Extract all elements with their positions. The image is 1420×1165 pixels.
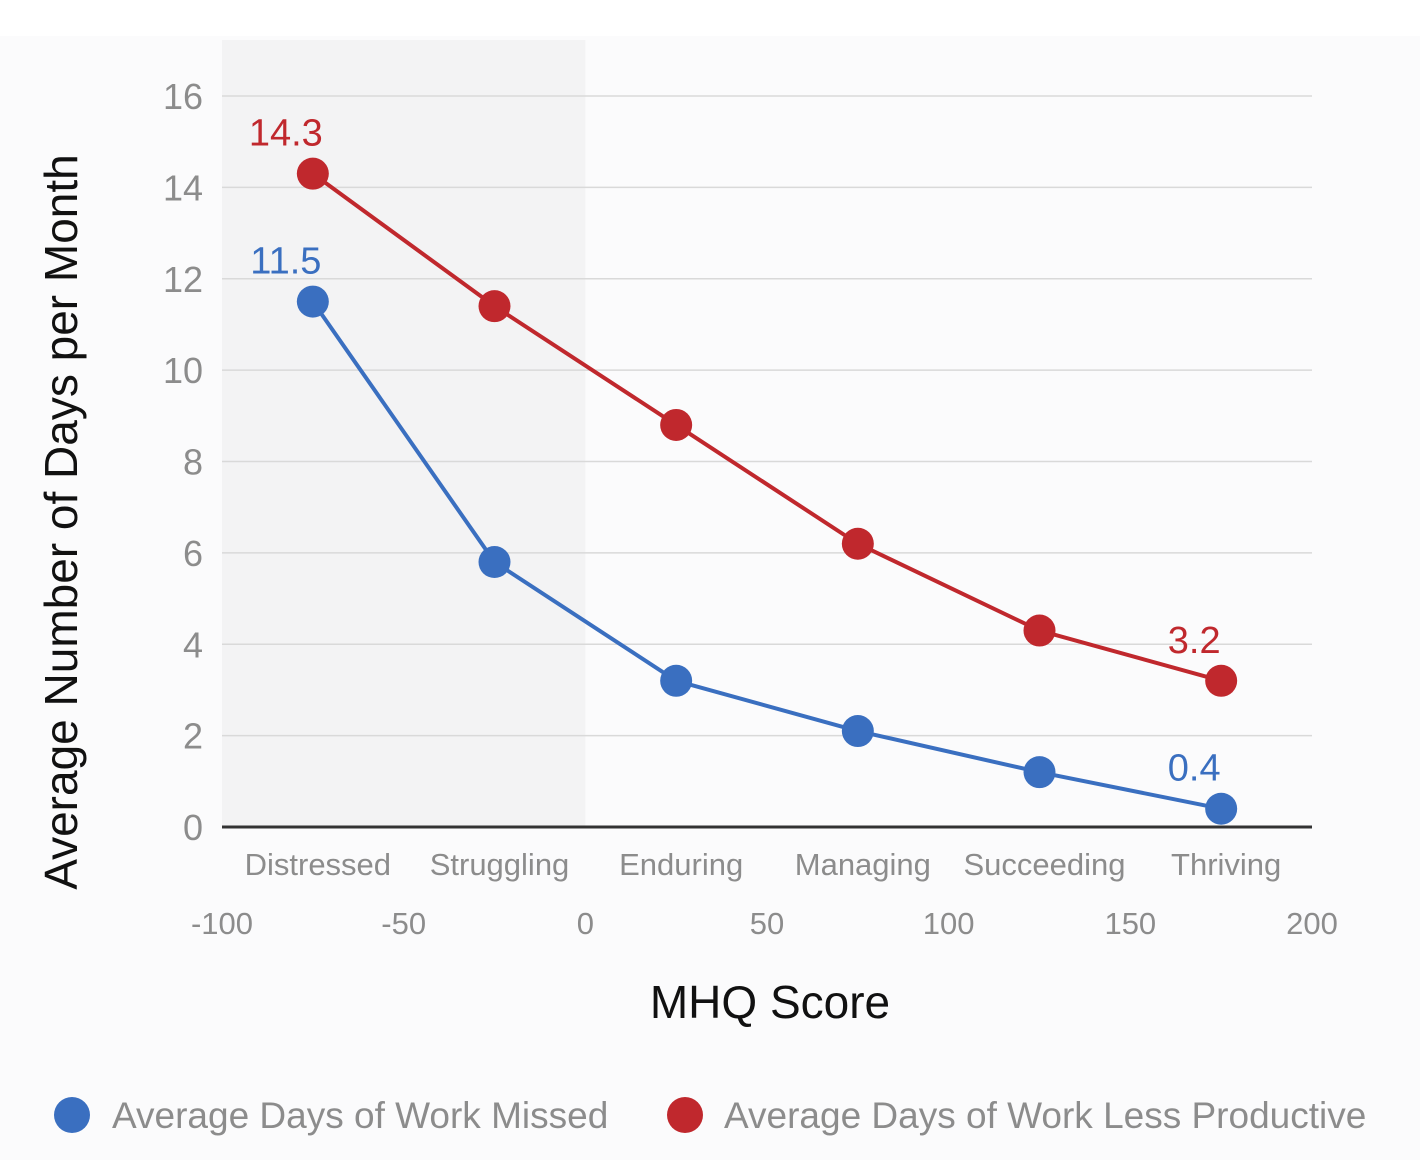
data-point[interactable] [478,290,511,323]
data-point[interactable] [296,285,329,318]
data-label: 14.3 [249,113,323,155]
y-tick-label: 16 [163,76,203,117]
x-axis-title: MHQ Score [650,976,890,1028]
category-label: Thriving [1171,847,1281,882]
x-tick-label: 50 [750,906,784,941]
legend-label-1: Average Days of Work Missed [112,1095,608,1136]
series-line-1 [311,300,1222,811]
y-tick-label: 6 [183,533,203,574]
y-axis-title: Average Number of Days per Month [35,154,87,890]
data-point[interactable] [1205,792,1238,825]
data-point[interactable] [841,715,874,748]
data-point[interactable] [296,157,329,190]
category-label: Struggling [430,847,570,882]
data-point[interactable] [478,546,511,579]
y-tick-label: 10 [163,350,203,391]
data-point[interactable] [1023,756,1056,789]
category-label: Distressed [245,847,391,882]
data-point[interactable] [660,664,693,697]
y-tick-label: 0 [183,807,203,848]
data-point[interactable] [660,408,693,441]
y-tick-label: 14 [163,167,203,208]
x-tick-label: 150 [1104,906,1156,941]
data-label: 11.5 [250,241,321,283]
series-line-2 [311,172,1222,683]
category-label: Enduring [619,847,743,882]
legend-marker-1[interactable] [54,1097,90,1133]
data-label: 0.4 [1168,748,1221,790]
data-point[interactable] [841,527,874,560]
category-label: Succeeding [963,847,1125,882]
x-tick-label: 0 [577,906,594,941]
y-tick-label: 4 [183,624,203,665]
y-tick-label: 12 [163,259,203,300]
data-point[interactable] [1023,614,1056,647]
legend-label-2: Average Days of Work Less Productive [724,1095,1366,1136]
y-tick-label: 8 [183,442,203,483]
data-point[interactable] [1205,664,1238,697]
x-tick-label: -100 [191,906,253,941]
y-tick-label: 2 [183,716,203,757]
data-label: 3.2 [1168,620,1221,662]
x-tick-label: 200 [1286,906,1338,941]
legend-marker-2[interactable] [667,1097,703,1133]
x-tick-label: -50 [381,906,426,941]
category-label: Managing [795,847,931,882]
x-tick-label: 100 [923,906,975,941]
